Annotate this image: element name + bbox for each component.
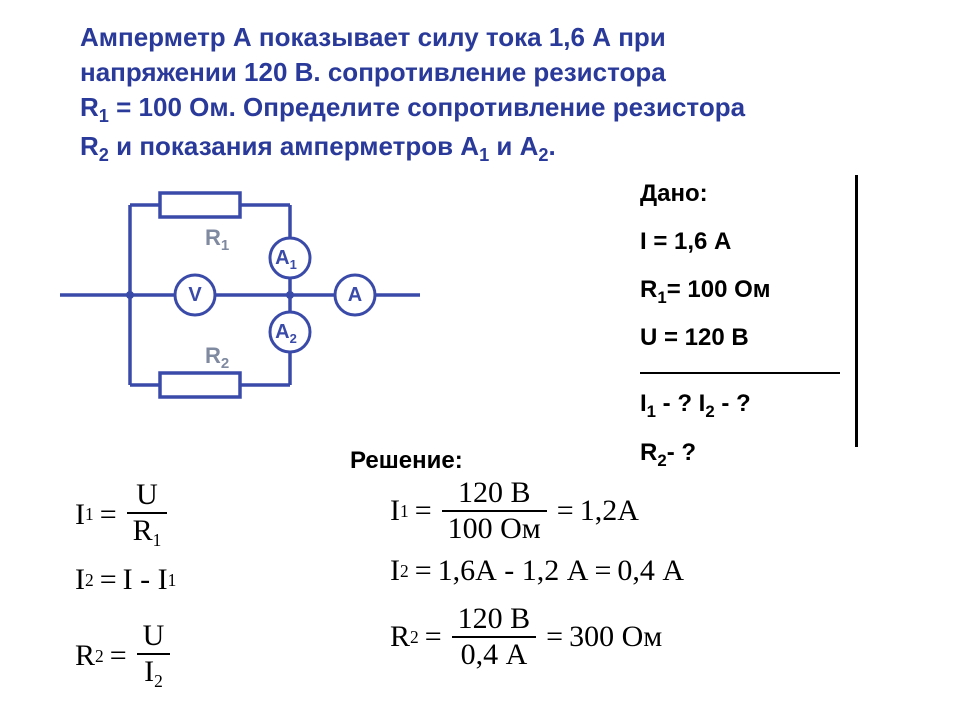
given-title: Дано: bbox=[640, 170, 840, 218]
given-I: I = 1,6 А bbox=[640, 218, 840, 266]
given-vertical-line bbox=[855, 175, 858, 447]
given-find-I: I1 - ? I2 - ? bbox=[640, 380, 840, 428]
given-R1: R1= 100 Ом bbox=[640, 266, 840, 314]
solution-label: Решение: bbox=[350, 447, 463, 475]
calc-block: I1= 120 В100 Ом =1,2A I2= 1,6А - 1,2 А=0… bbox=[390, 478, 684, 680]
calc-I1: I1= 120 В100 Ом =1,2A bbox=[390, 478, 684, 544]
problem-statement: Амперметр А показывает силу тока 1,6 А п… bbox=[80, 20, 940, 168]
svg-text:R2: R2 bbox=[205, 343, 229, 372]
svg-text:A: A bbox=[348, 284, 362, 306]
calc-R2: R2= 120 В0,4 А =300 Ом bbox=[390, 604, 684, 670]
formula-R2: R2= UI2 bbox=[75, 621, 176, 690]
svg-text:R1: R1 bbox=[205, 225, 229, 254]
problem-line4-r: R bbox=[80, 131, 99, 161]
calc-I2: I2= 1,6А - 1,2 А=0,4 А bbox=[390, 554, 684, 588]
given-U: U = 120 В bbox=[640, 314, 840, 362]
svg-text:V: V bbox=[188, 284, 202, 306]
formula-I1: I1= UR1 bbox=[75, 480, 176, 549]
formulas-block: I1= UR1 I2= I - I1 R2= UI2 bbox=[75, 480, 176, 705]
given-divider bbox=[640, 372, 840, 374]
circuit-svg: A1 A2 V A R1 R2 bbox=[60, 185, 420, 405]
formula-I2: I2= I - I1 bbox=[75, 563, 176, 597]
problem-line3-r: R bbox=[80, 92, 99, 122]
problem-line1: Амперметр А показывает силу тока 1,6 А п… bbox=[80, 22, 666, 52]
circuit-diagram: A1 A2 V A R1 R2 bbox=[60, 185, 420, 405]
given-find-R2: R2- ? bbox=[640, 429, 840, 477]
given-block: Дано: I = 1,6 А R1= 100 Ом U = 120 В I1 … bbox=[640, 170, 840, 477]
problem-line2: напряжении 120 В. сопротивление резистор… bbox=[80, 57, 666, 87]
